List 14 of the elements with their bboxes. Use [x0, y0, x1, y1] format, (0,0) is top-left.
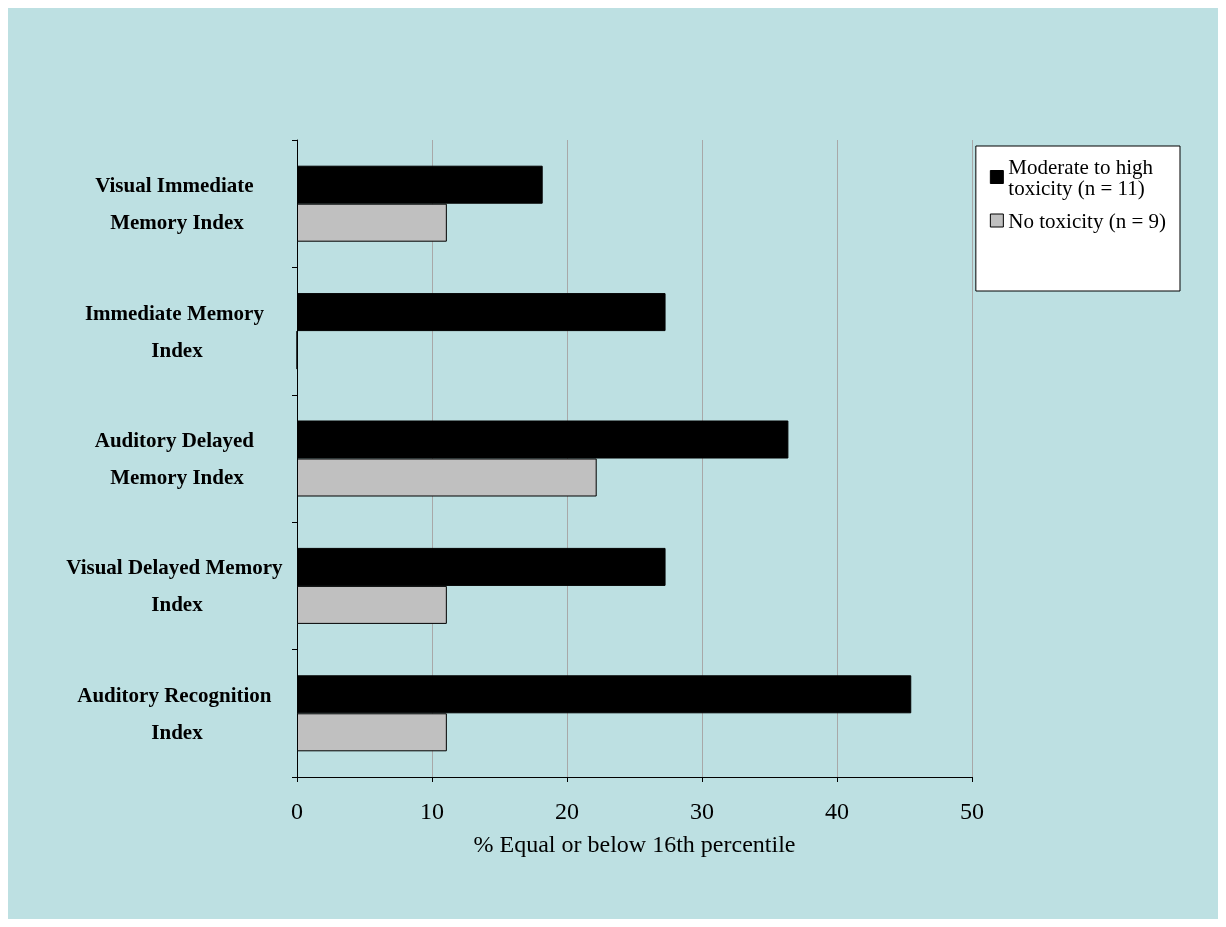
x-tick-label: 30	[690, 798, 714, 824]
x-tick-label: 10	[420, 798, 444, 824]
legend-label: Moderate to high toxicity (n = 11)	[1008, 154, 1159, 200]
x-tick-label: 50	[960, 798, 984, 824]
x-tick-label: 40	[825, 798, 849, 824]
x-tick-label: 0	[291, 798, 303, 824]
y-tick-label: Auditory Recognition Index	[77, 682, 277, 744]
y-tick-label: Immediate Memory Index	[84, 300, 270, 362]
y-tick-label: Auditory Delayed Memory Index	[94, 428, 260, 489]
y-tick-label: Visual Delayed Memory Index	[66, 555, 288, 617]
legend-label: No toxicity (n = 9)	[1008, 208, 1167, 233]
x-tick-label: 20	[555, 798, 579, 824]
x-axis-title: % Equal or below 16th percentile	[473, 831, 796, 857]
y-tick-label: Visual Immediate Memory Index	[95, 173, 259, 235]
